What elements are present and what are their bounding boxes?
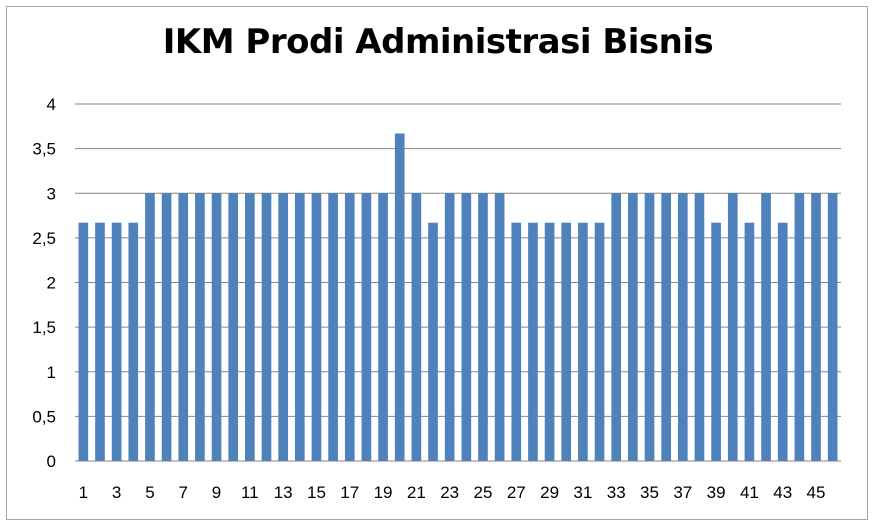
bar	[461, 193, 472, 461]
bar	[727, 193, 738, 461]
y-tick-label: 1,5	[32, 318, 56, 337]
bar	[378, 193, 388, 461]
bar	[594, 222, 605, 461]
x-tick-label: 33	[607, 483, 626, 502]
bar	[261, 193, 272, 461]
bar	[111, 222, 122, 461]
x-tick-label: 9	[212, 483, 221, 502]
bar	[411, 193, 422, 461]
bar	[311, 193, 322, 461]
x-tick-label: 45	[807, 483, 826, 502]
y-tick-label: 1	[47, 363, 56, 382]
x-tick-label: 23	[440, 483, 459, 502]
bar	[827, 193, 838, 461]
bar	[195, 193, 205, 461]
bar	[794, 193, 805, 461]
gridlines	[75, 103, 841, 462]
bar	[161, 193, 172, 461]
bar	[578, 222, 588, 461]
x-tick-label: 31	[573, 483, 592, 502]
bar	[328, 193, 338, 461]
x-tick-label: 41	[740, 483, 759, 502]
bar	[394, 133, 405, 461]
bar	[611, 193, 622, 461]
x-tick-label: 25	[474, 483, 493, 502]
bar	[761, 193, 771, 461]
x-tick-label: 43	[773, 483, 792, 502]
y-axis-ticks: 0 0,5 1 1,5 2 2,5 3 3,5 4	[32, 95, 56, 471]
bar	[628, 193, 638, 461]
bar	[145, 193, 155, 461]
bar	[428, 222, 438, 461]
bar	[78, 222, 89, 461]
x-tick-label: 29	[540, 483, 559, 502]
bar	[294, 193, 305, 461]
x-tick-label: 39	[707, 483, 726, 502]
bar	[561, 222, 572, 461]
bar	[694, 193, 705, 461]
x-tick-label: 21	[407, 483, 426, 502]
y-tick-label: 0,5	[32, 407, 56, 426]
bar	[95, 222, 105, 461]
bar	[494, 193, 505, 461]
bar	[478, 193, 488, 461]
bar	[511, 222, 522, 461]
y-tick-label: 2	[47, 274, 56, 293]
bar	[278, 193, 288, 461]
x-tick-label: 17	[340, 483, 359, 502]
y-tick-label: 4	[47, 95, 56, 114]
bar	[228, 193, 239, 461]
bar	[811, 193, 821, 461]
bar	[744, 222, 755, 461]
bars	[78, 133, 838, 461]
y-tick-label: 3	[47, 184, 56, 203]
y-tick-label: 3,5	[32, 140, 56, 159]
bar	[711, 222, 721, 461]
bar	[178, 193, 189, 461]
x-tick-label: 27	[507, 483, 526, 502]
x-axis-ticks: 1 3 5 7 9 11 13 15 17 19 21 23 25 27 29 31 33 35 37 39 41 43 4…	[79, 483, 826, 502]
bar	[211, 193, 222, 461]
bar	[444, 193, 455, 461]
bar	[644, 193, 655, 461]
x-tick-label: 7	[179, 483, 188, 502]
y-tick-label: 0	[47, 452, 56, 471]
y-tick-label: 2,5	[32, 229, 56, 248]
bar	[528, 222, 538, 461]
x-tick-label: 1	[79, 483, 88, 502]
bar	[777, 222, 788, 461]
bar	[245, 193, 255, 461]
x-tick-label: 37	[673, 483, 692, 502]
x-tick-label: 35	[640, 483, 659, 502]
bar	[677, 193, 688, 461]
bar	[361, 193, 372, 461]
x-tick-label: 5	[145, 483, 154, 502]
bar	[128, 222, 139, 461]
bar	[344, 193, 355, 461]
x-tick-label: 13	[274, 483, 293, 502]
chart-title: IKM Prodi Administrasi Bisnis	[162, 22, 714, 62]
x-tick-label: 15	[307, 483, 326, 502]
bar	[661, 193, 671, 461]
x-tick-label: 11	[241, 483, 259, 502]
x-tick-label: 3	[112, 483, 121, 502]
bar	[544, 222, 555, 461]
x-tick-label: 19	[374, 483, 393, 502]
